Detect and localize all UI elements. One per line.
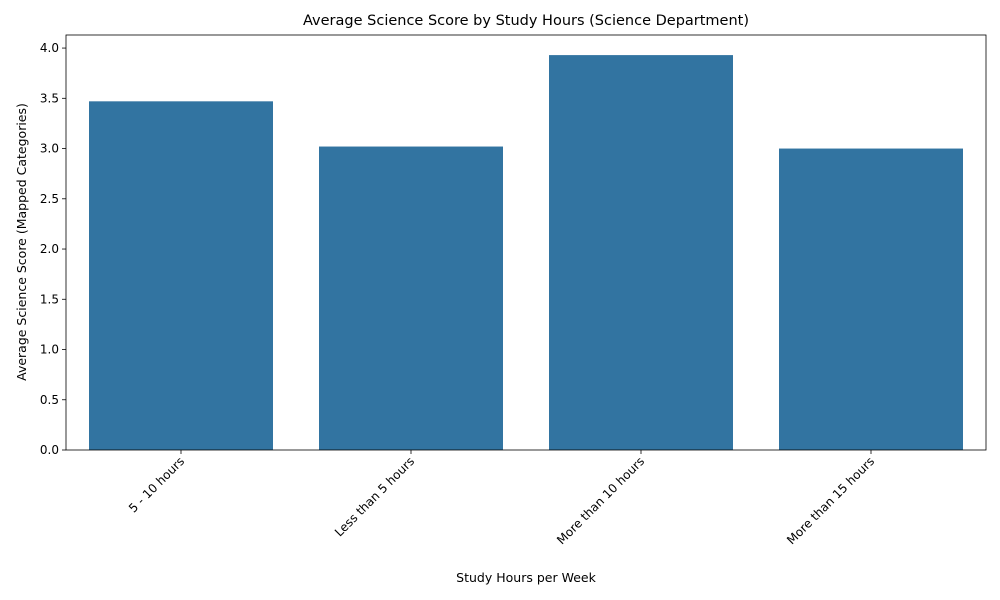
- y-tick-label: 3.0: [40, 142, 59, 156]
- y-tick-label: 2.0: [40, 242, 59, 256]
- x-tick-label: Less than 5 hours: [332, 454, 417, 539]
- y-tick-label: 4.0: [40, 41, 59, 55]
- chart-title: Average Science Score by Study Hours (Sc…: [303, 13, 749, 29]
- y-tick-label: 2.5: [40, 192, 59, 206]
- bar-1: [319, 146, 503, 450]
- bars-group: [89, 55, 963, 450]
- x-tick-label: More than 10 hours: [554, 454, 647, 547]
- y-tick-label: 1.5: [40, 292, 59, 306]
- x-axis: 5 - 10 hours Less than 5 hours More than 1…: [126, 450, 877, 547]
- y-axis: 0.0 0.5 1.0 1.5 2.0 2.5 3.0 3.5 4.0: [40, 41, 66, 457]
- y-tick-label: 3.5: [40, 91, 59, 105]
- y-axis-label: Average Science Score (Mapped Categories…: [14, 103, 29, 381]
- y-tick-label: 0.0: [40, 443, 59, 457]
- plot-frame: [65, 34, 987, 451]
- y-tick-label: 1.0: [40, 343, 59, 357]
- y-tick-label: 0.5: [40, 393, 59, 407]
- bar-3: [779, 148, 963, 450]
- x-axis-label: Study Hours per Week: [456, 570, 596, 585]
- x-tick-label: More than 15 hours: [784, 454, 877, 547]
- bar-0: [89, 101, 273, 450]
- x-tick-label: 5 - 10 hours: [126, 454, 187, 515]
- bar-2: [549, 55, 733, 450]
